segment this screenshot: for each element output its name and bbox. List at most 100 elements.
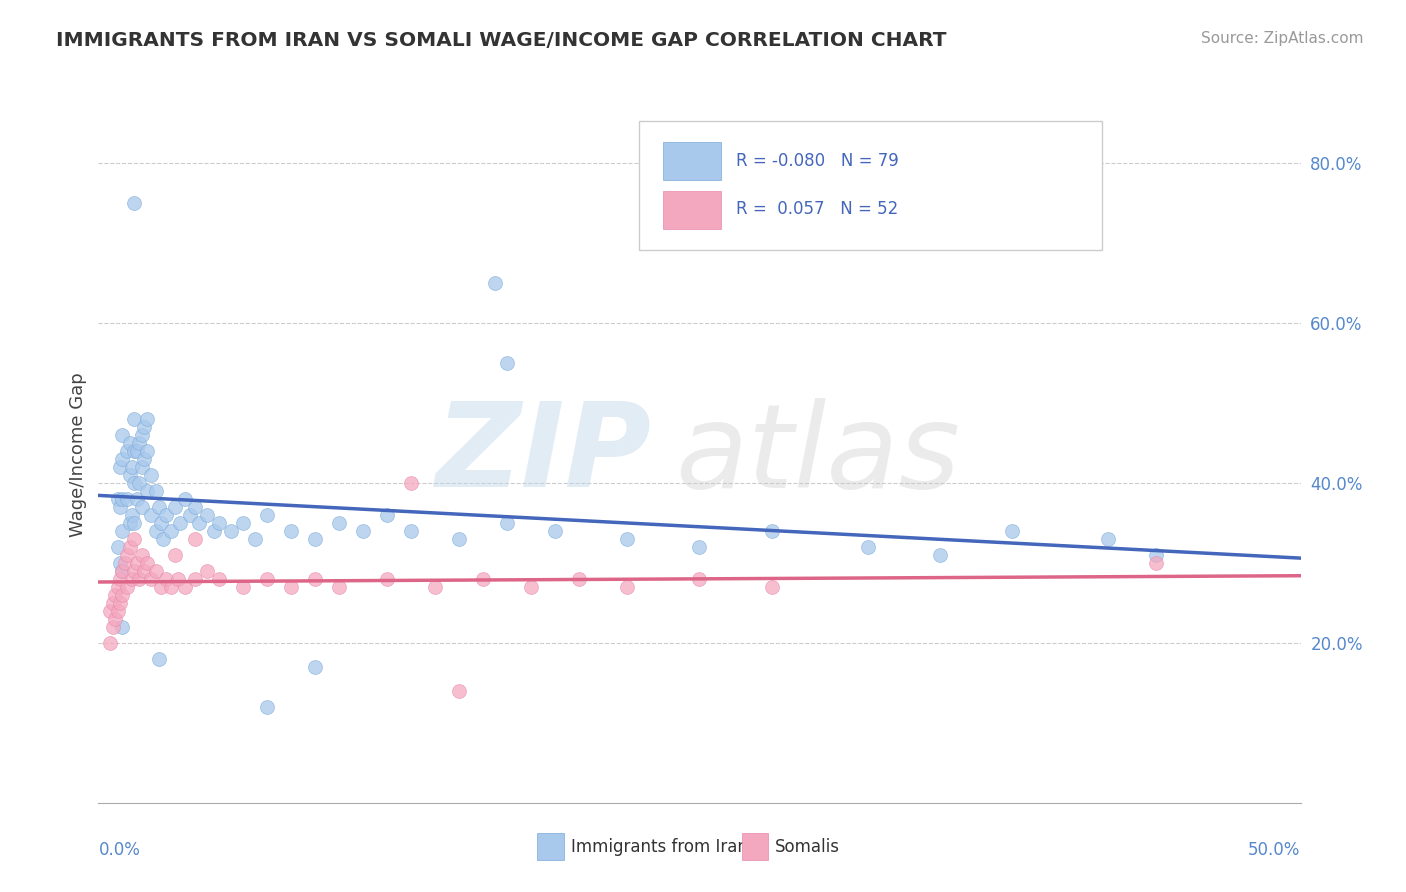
Point (148, 652, 170, 666)
Point (1001, 524, 1024, 538)
Point (131, 500, 153, 514)
Point (135, 412, 157, 426)
Point (447, 532, 470, 546)
Point (131, 428, 153, 442)
Point (1144, 548, 1167, 562)
Point (111, 428, 134, 442)
Point (304, 532, 326, 546)
Bar (741, 833, 768, 860)
Y-axis label: Wage/Income Gap: Wage/Income Gap (69, 373, 87, 537)
Point (111, 564, 134, 578)
Point (101, 620, 124, 634)
Point (125, 444, 148, 458)
Point (108, 572, 131, 586)
Point (280, 524, 302, 538)
Point (108, 556, 131, 570)
Point (145, 483, 167, 498)
Point (688, 572, 710, 586)
Point (375, 572, 398, 586)
Point (165, 548, 187, 562)
Point (165, 500, 187, 514)
Point (399, 475, 422, 490)
Point (121, 459, 143, 474)
Point (423, 580, 446, 594)
Point (107, 604, 129, 618)
Point (141, 467, 163, 482)
Point (124, 475, 146, 490)
Point (616, 532, 638, 546)
Point (118, 540, 141, 554)
Point (243, 532, 266, 546)
Point (328, 516, 350, 530)
Point (101, 596, 124, 610)
Point (202, 524, 225, 538)
Point (149, 580, 172, 594)
Text: Somalis: Somalis (775, 838, 841, 855)
Point (135, 556, 157, 570)
Point (169, 516, 191, 530)
Point (145, 564, 167, 578)
Point (208, 516, 231, 530)
Point (128, 436, 150, 450)
Point (447, 683, 470, 698)
Text: atlas: atlas (675, 398, 960, 512)
Point (132, 564, 155, 578)
Text: Source: ZipAtlas.com: Source: ZipAtlas.com (1201, 31, 1364, 46)
Point (688, 540, 710, 554)
Point (118, 516, 141, 530)
Point (117, 444, 139, 458)
Point (131, 459, 153, 474)
Point (174, 491, 197, 506)
Bar (537, 833, 564, 860)
Bar (664, 191, 721, 228)
Point (121, 508, 143, 522)
Point (108, 459, 131, 474)
Point (124, 564, 146, 578)
Point (132, 451, 155, 466)
Point (118, 467, 141, 482)
Point (111, 588, 134, 602)
Point (159, 580, 181, 594)
Point (124, 516, 146, 530)
Point (125, 491, 148, 506)
Point (232, 580, 254, 594)
Point (111, 524, 134, 538)
Point (117, 580, 139, 594)
Text: ZIP: ZIP (436, 398, 651, 512)
Point (1144, 556, 1167, 570)
Point (135, 444, 157, 458)
Point (472, 572, 495, 586)
Point (108, 500, 131, 514)
Point (128, 572, 150, 586)
Point (124, 532, 146, 546)
Point (179, 508, 201, 522)
Point (484, 276, 506, 290)
Point (304, 660, 326, 674)
Point (131, 548, 153, 562)
Point (928, 548, 950, 562)
Point (544, 524, 567, 538)
Point (124, 412, 146, 426)
Point (280, 580, 302, 594)
Point (124, 196, 146, 211)
Point (761, 580, 783, 594)
Point (125, 556, 148, 570)
Point (100, 604, 122, 618)
Point (145, 524, 167, 538)
Point (496, 356, 519, 370)
Point (152, 532, 174, 546)
Point (121, 572, 143, 586)
Point (256, 508, 278, 522)
Point (111, 620, 134, 634)
Point (195, 564, 218, 578)
Point (208, 572, 231, 586)
Point (616, 580, 638, 594)
Bar (664, 142, 721, 180)
Point (188, 516, 211, 530)
Point (108, 596, 131, 610)
Point (155, 508, 177, 522)
Point (166, 572, 188, 586)
Point (183, 500, 205, 514)
Point (111, 451, 134, 466)
Point (128, 475, 150, 490)
